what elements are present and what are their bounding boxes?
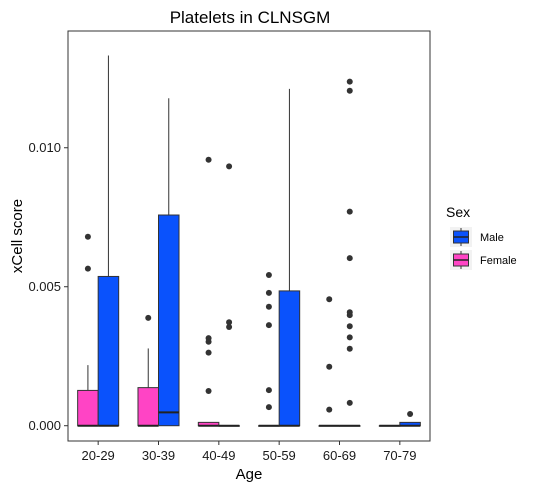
legend-item-female: Female	[450, 250, 517, 270]
outlier-point	[226, 319, 233, 326]
outlier-point	[265, 404, 272, 411]
x-tick-label: 60-69	[323, 448, 356, 463]
y-tick-label: 0.000	[28, 418, 61, 433]
outlier-point	[84, 233, 91, 240]
box-body	[278, 290, 301, 427]
chart-title: Platelets in CLNSGM	[170, 8, 331, 27]
boxplot-layer	[77, 55, 421, 427]
outlier-point	[326, 363, 333, 370]
outlier-point	[265, 289, 272, 296]
outlier-point	[346, 345, 353, 352]
x-tick-label: 40-49	[202, 448, 235, 463]
outlier-point	[84, 265, 91, 272]
box-male-30-39	[158, 98, 180, 427]
box-male-20-29	[97, 55, 120, 427]
x-axis: 20-29 30-39 40-49 50-59 60-69 70-79	[82, 441, 416, 463]
legend-label: Male	[480, 232, 504, 244]
legend: Sex Male Female	[446, 204, 517, 270]
outlier-point	[226, 324, 233, 331]
outlier-point	[326, 296, 333, 303]
outlier-point	[346, 323, 353, 330]
outlier-point	[205, 349, 212, 356]
box-male-50-59	[278, 88, 301, 427]
outlier-layer	[84, 78, 414, 418]
x-tick-label: 70-79	[383, 448, 416, 463]
plot-panel	[67, 30, 431, 442]
legend-item-male: Male	[450, 227, 504, 247]
box-male-40-49	[218, 424, 240, 427]
box-female-70-79	[378, 424, 401, 427]
outlier-point	[346, 334, 353, 341]
outlier-point	[346, 399, 353, 406]
y-tick-label: 0.005	[28, 279, 61, 294]
legend-title: Sex	[446, 204, 470, 220]
x-axis-title: Age	[236, 466, 263, 483]
outlier-point	[265, 272, 272, 279]
outlier-point	[145, 314, 152, 321]
outlier-point	[346, 78, 353, 85]
outlier-point	[346, 87, 353, 94]
y-tick-label: 0.010	[28, 140, 61, 155]
box-body	[137, 387, 159, 427]
outlier-point	[407, 411, 414, 418]
box-body	[97, 275, 120, 427]
x-tick-label: 50-59	[263, 448, 296, 463]
legend-label: Female	[480, 255, 517, 267]
y-axis-title: xCell score	[9, 199, 26, 273]
x-tick-label: 30-39	[142, 448, 175, 463]
box-body	[158, 214, 180, 427]
box-female-60-69	[318, 424, 340, 427]
box-female-40-49	[197, 421, 220, 427]
box-body	[77, 389, 99, 427]
outlier-point	[265, 303, 272, 310]
box-male-70-79	[399, 421, 421, 427]
box-female-50-59	[258, 424, 280, 427]
outlier-point	[346, 255, 353, 262]
y-axis: 0.000 0.005 0.010	[28, 140, 68, 433]
box-male-60-69	[339, 424, 361, 427]
box-female-20-29	[77, 365, 99, 427]
outlier-point	[205, 335, 212, 342]
outlier-point	[205, 387, 212, 394]
outlier-point	[346, 208, 353, 215]
outlier-point	[226, 163, 233, 170]
outlier-point	[205, 156, 212, 163]
outlier-point	[265, 387, 272, 394]
outlier-point	[326, 406, 333, 413]
box-female-30-39	[137, 348, 159, 427]
outlier-point	[265, 322, 272, 329]
x-tick-label: 20-29	[82, 448, 115, 463]
outlier-point	[346, 309, 353, 316]
